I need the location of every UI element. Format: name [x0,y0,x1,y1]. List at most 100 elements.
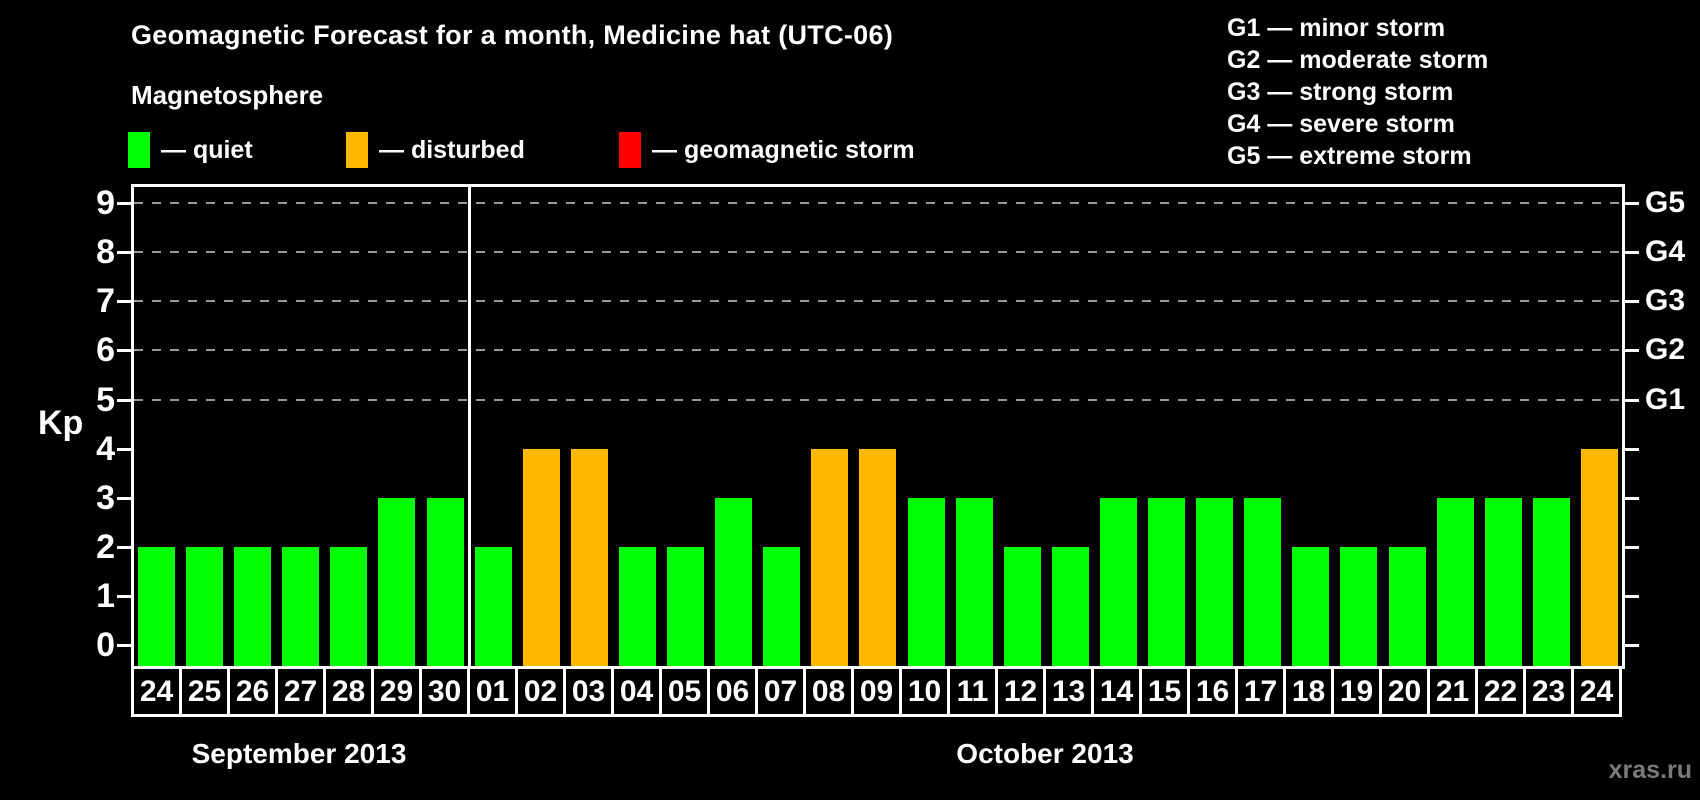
kp-bar-20 [1389,547,1426,666]
day-cell-7: 01 [470,669,518,714]
left-tick-kp-9 [117,202,131,205]
legend-label-disturbed: — disturbed [379,136,525,164]
day-cell-8: 02 [518,669,566,714]
kp-bar-07 [763,547,800,666]
gridline-kp-5 [134,399,1622,401]
left-tick-kp-8 [117,251,131,254]
kp-bar-13 [1052,547,1089,666]
kp-bar-22 [1485,498,1522,666]
right-tick-kp-2 [1625,546,1639,549]
legend-label-storm: — geomagnetic storm [652,136,915,164]
storm-scale-line-4: G4 — severe storm [1227,110,1455,138]
right-axis-label-G3: G3 [1645,284,1686,317]
gridline-kp-7 [134,300,1622,302]
day-cell-25: 19 [1334,669,1382,714]
storm-scale-line-3: G3 — strong storm [1227,78,1454,106]
kp-bar-10 [908,498,945,666]
y-tick-label-2: 2 [96,528,115,566]
kp-bar-24 [1581,449,1618,666]
gridline-kp-6 [134,349,1622,351]
legend-swatch-disturbed [346,132,368,168]
day-cell-29: 23 [1526,669,1574,714]
gridline-kp-8 [134,251,1622,253]
day-cell-12: 06 [710,669,758,714]
day-cell-14: 08 [806,669,854,714]
kp-bar-05 [667,547,704,666]
kp-axis-title: Kp [38,404,84,442]
right-tick-kp-4 [1625,448,1639,451]
right-tick-kp-9 [1625,202,1639,205]
day-cell-30: 24 [1579,674,1614,708]
kp-bar-15 [1148,498,1185,666]
day-cell-22: 16 [1190,669,1238,714]
legend-item-quiet: — quiet [128,130,253,170]
y-tick-label-5: 5 [96,381,115,419]
day-cell-21: 15 [1142,669,1190,714]
day-cell-2: 26 [230,669,278,714]
kp-bar-21 [1437,498,1474,666]
left-tick-kp-7 [117,300,131,303]
kp-bar-02 [523,449,560,666]
storm-scale-line-5: G5 — extreme storm [1227,142,1472,170]
day-cell-9: 03 [566,669,614,714]
right-tick-kp-6 [1625,349,1639,352]
right-axis-label-G4: G4 [1645,235,1686,268]
y-tick-label-6: 6 [96,331,115,369]
day-cell-28: 22 [1478,669,1526,714]
kp-bar-06 [715,498,752,666]
month-label-0: September 2013 [191,738,407,769]
day-cell-27: 21 [1430,669,1478,714]
kp-bar-19 [1340,547,1377,666]
right-axis-label-G5: G5 [1645,186,1686,219]
kp-bar-04 [619,547,656,666]
left-tick-kp-1 [117,595,131,598]
legend-item-storm: — geomagnetic storm [619,130,915,170]
plot-border-left [131,184,134,669]
storm-scale-line-2: G2 — moderate storm [1227,46,1489,74]
day-cell-18: 12 [998,669,1046,714]
right-tick-kp-8 [1625,251,1639,254]
day-cell-0: 24 [134,669,182,714]
month-label-1: October 2013 [956,738,1134,769]
left-tick-kp-4 [117,448,131,451]
day-cell-26: 20 [1382,669,1430,714]
kp-bar-01 [475,547,512,666]
kp-bar-14 [1100,498,1137,666]
day-cell-16: 10 [902,669,950,714]
y-tick-label-7: 7 [96,282,115,320]
day-cell-15: 09 [854,669,902,714]
right-tick-kp-7 [1625,300,1639,303]
kp-bar-12 [1004,547,1041,666]
day-cell-1: 25 [182,669,230,714]
storm-scale-legend: G1 — minor storm G2 — moderate storm G3 — … [1227,12,1488,172]
kp-bar-24 [138,547,175,666]
right-tick-kp-1 [1625,595,1639,598]
kp-bar-29 [378,498,415,666]
legend-swatch-storm [619,132,641,168]
left-tick-kp-2 [117,546,131,549]
kp-bar-17 [1244,498,1281,666]
day-cell-24: 18 [1286,669,1334,714]
kp-bar-08 [811,449,848,666]
y-tick-label-0: 0 [96,626,115,664]
page-title: Geomagnetic Forecast for a month, Medici… [131,20,894,50]
day-label-row: 24 25 26 27 28 29 30 01 02 03 04 05 06 07 08 09 10 11 12 13… [131,666,1622,717]
day-cell-17: 11 [950,669,998,714]
day-cell-6: 30 [422,669,470,714]
magnetosphere-subtitle: Magnetosphere [131,80,324,110]
day-cell-10: 04 [614,669,662,714]
legend-item-disturbed: — disturbed [346,130,525,170]
day-cell-5: 29 [374,669,422,714]
day-cell-4: 28 [326,669,374,714]
gridline-kp-9 [134,202,1622,204]
left-tick-kp-3 [117,497,131,500]
kp-bar-16 [1196,498,1233,666]
kp-bar-09 [859,449,896,666]
day-cell-13: 07 [758,669,806,714]
plot-border-right [1622,184,1625,669]
plot-border-top [131,184,1625,187]
kp-bar-23 [1533,498,1570,666]
kp-bar-27 [282,547,319,666]
right-tick-kp-5 [1625,399,1639,402]
